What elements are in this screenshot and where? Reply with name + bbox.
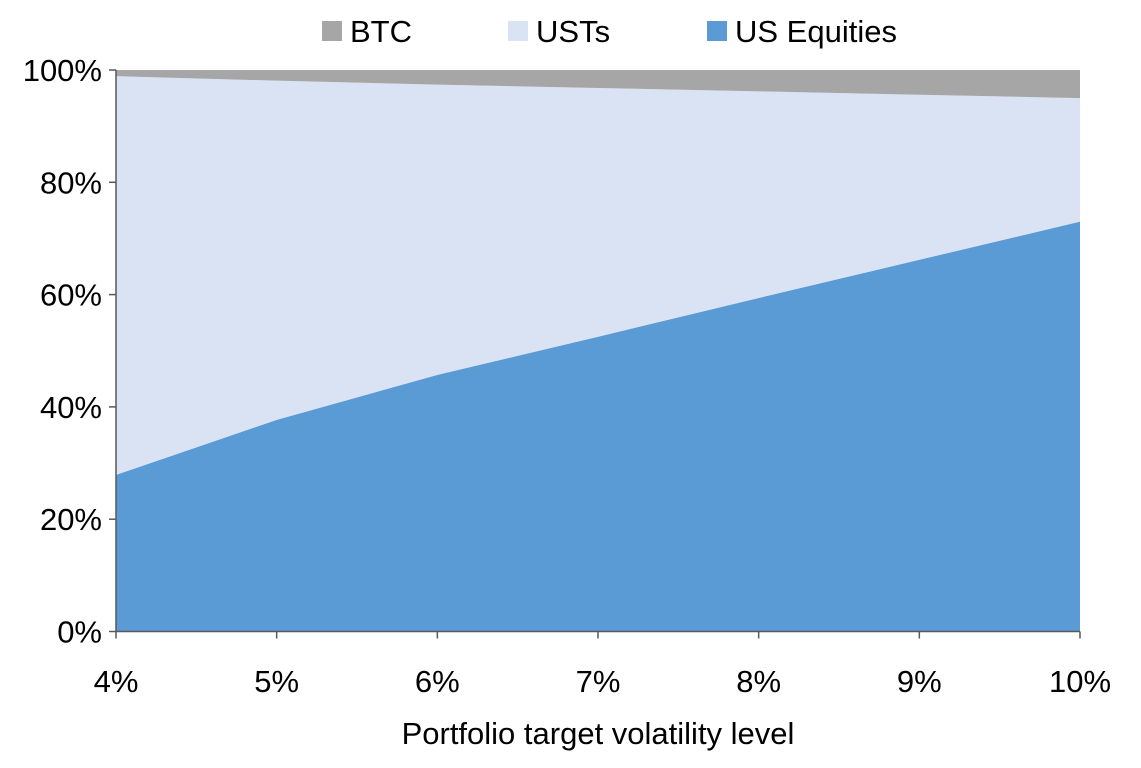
x-tick-label: 9% — [897, 664, 942, 699]
area-usts — [116, 76, 1080, 475]
legend-label: BTC — [350, 14, 412, 49]
x-tick-label: 7% — [576, 664, 621, 699]
y-tick-label: 80% — [40, 165, 102, 200]
legend: BTC USTs US Equities — [322, 14, 897, 49]
x-tick-label: 8% — [736, 664, 781, 699]
area-us-equities — [116, 221, 1080, 632]
legend-label: US Equities — [735, 14, 897, 49]
x-tick-label: 5% — [254, 664, 299, 699]
axes: 0% 20% 40% 60% 80% 100% 4% 5% 6% 7% 8% 9% 10% — [23, 53, 1111, 699]
y-tick-label: 20% — [40, 502, 102, 537]
x-axis-title: Portfolio target volatility level — [402, 716, 795, 751]
legend-swatch — [322, 21, 342, 41]
area-btc — [116, 70, 1080, 99]
y-tick-label: 100% — [23, 53, 102, 88]
x-tick-label: 4% — [94, 664, 139, 699]
y-tick-label: 60% — [40, 278, 102, 313]
legend-label: USTs — [536, 14, 610, 49]
x-tick-label: 6% — [415, 664, 460, 699]
y-tick-label: 0% — [57, 615, 102, 650]
x-tick-label: 10% — [1049, 664, 1111, 699]
y-tick-label: 40% — [40, 390, 102, 425]
legend-swatch — [707, 21, 727, 41]
plot-areas — [116, 70, 1080, 632]
legend-swatch — [508, 21, 528, 41]
